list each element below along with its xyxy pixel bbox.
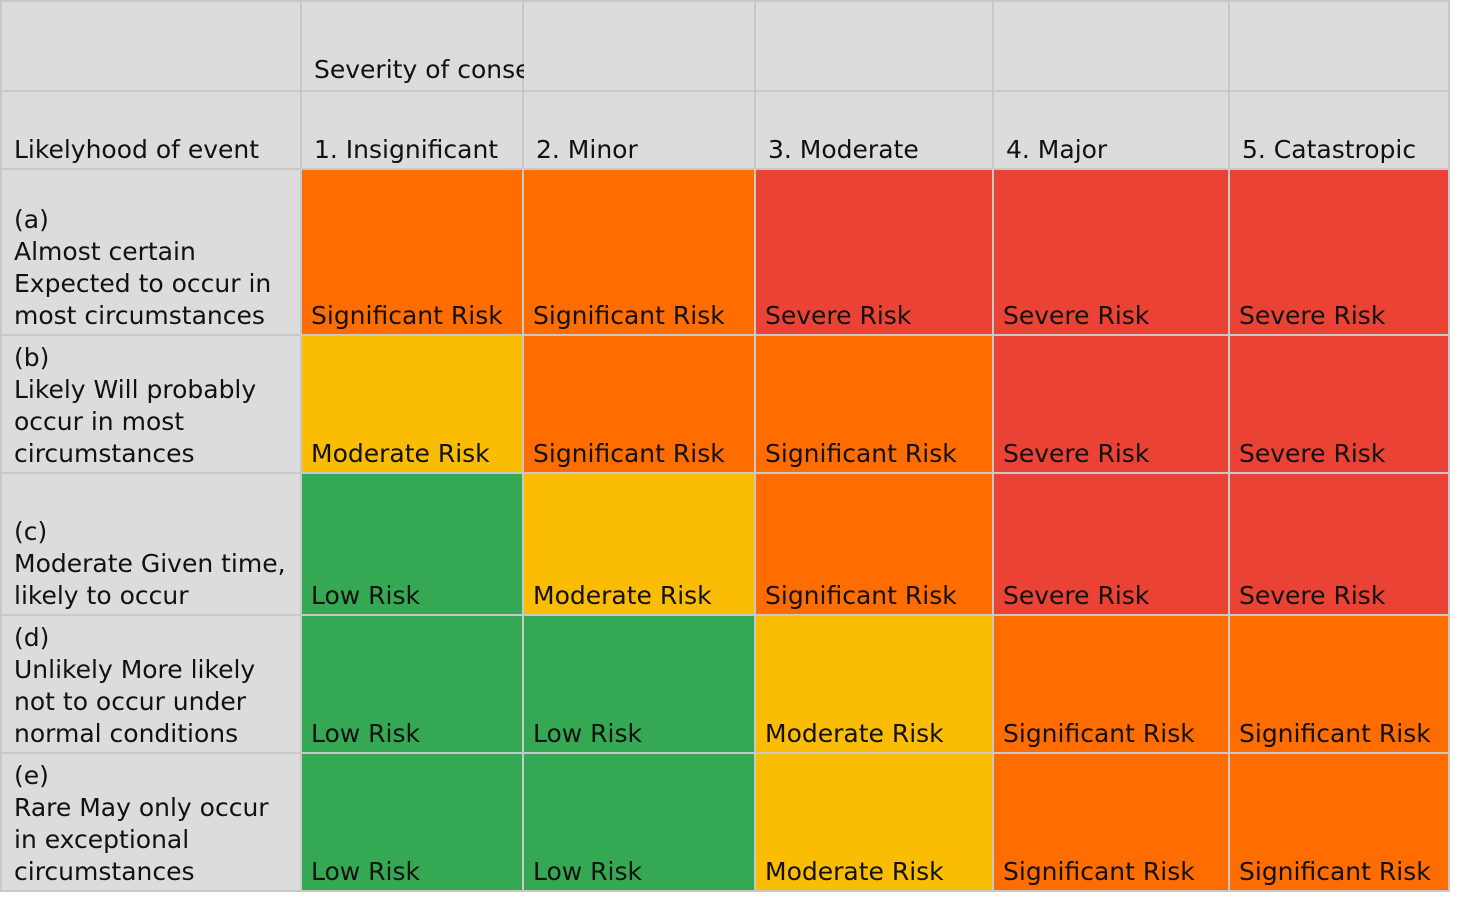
likelihood-label-line: (b) xyxy=(14,343,50,372)
severity-title: Severity of consequences xyxy=(314,55,636,84)
likelihood-row-header[interactable]: (c) Moderate Given time, likely to occur xyxy=(0,474,302,616)
severity-column-header-4[interactable]: 4. Major xyxy=(994,92,1230,170)
likelihood-header[interactable]: Likelyhood of event xyxy=(0,92,302,170)
risk-cell-low[interactable]: Low Risk xyxy=(302,616,524,754)
severity-column-header-3[interactable]: 3. Moderate xyxy=(756,92,994,170)
risk-cell-significant[interactable]: Significant Risk xyxy=(524,170,756,336)
likelihood-label-line: Moderate Given time, xyxy=(14,549,286,578)
likelihood-label-line: Likely Will probably xyxy=(14,375,257,404)
risk-cell-severe[interactable]: Severe Risk xyxy=(1230,170,1450,336)
likelihood-label-line: likely to occur xyxy=(14,581,189,610)
risk-cell-significant[interactable]: Significant Risk xyxy=(1230,754,1450,892)
risk-level-label: Moderate Risk xyxy=(765,719,944,748)
likelihood-label-line: Almost certain xyxy=(14,237,196,266)
risk-level-label: Moderate Risk xyxy=(533,581,712,610)
likelihood-label-line: (e) xyxy=(14,761,49,790)
risk-cell-severe[interactable]: Severe Risk xyxy=(994,170,1230,336)
likelihood-label-line: not to occur under xyxy=(14,687,247,716)
risk-cell-significant[interactable]: Significant Risk xyxy=(524,336,756,474)
likelihood-row-header[interactable]: (a) Almost certain Expected to occur in mos… xyxy=(0,170,302,336)
header-cell-r0-c3[interactable] xyxy=(756,0,994,92)
header-cell-r0-c2[interactable] xyxy=(524,0,756,92)
risk-level-label: Significant Risk xyxy=(533,301,725,330)
likelihood-title: Likelyhood of event xyxy=(14,135,260,164)
risk-cell-moderate[interactable]: Moderate Risk xyxy=(756,754,994,892)
likelihood-label-line: most circumstances xyxy=(14,301,265,330)
header-cell-r0-c1[interactable]: Severity of consequences xyxy=(302,0,636,92)
risk-cell-significant[interactable]: Significant Risk xyxy=(1230,616,1450,754)
risk-level-label: Low Risk xyxy=(533,857,642,886)
risk-level-label: Low Risk xyxy=(311,581,420,610)
risk-level-label: Significant Risk xyxy=(1003,719,1195,748)
severity-column-label: 5. Catastropic xyxy=(1242,135,1417,164)
likelihood-label-line: circumstances xyxy=(14,439,195,468)
severity-column-label: 1. Insignificant xyxy=(314,135,499,164)
likelihood-label-line: (a) xyxy=(14,205,49,234)
severity-column-label: 2. Minor xyxy=(536,135,638,164)
risk-level-label: Severe Risk xyxy=(1003,439,1150,468)
risk-level-label: Low Risk xyxy=(533,719,642,748)
likelihood-label-line: occur in most xyxy=(14,407,185,436)
severity-column-header-2[interactable]: 2. Minor xyxy=(524,92,756,170)
likelihood-label-line: (d) xyxy=(14,623,50,652)
risk-cell-low[interactable]: Low Risk xyxy=(524,616,756,754)
risk-cell-significant[interactable]: Significant Risk xyxy=(756,336,994,474)
header-cell-r0-c4[interactable] xyxy=(994,0,1230,92)
likelihood-row-header[interactable]: (e) Rare May only occur in exceptional circ… xyxy=(0,754,302,892)
risk-level-label: Significant Risk xyxy=(1003,857,1195,886)
header-cell-r0-c0[interactable] xyxy=(0,0,302,92)
risk-cell-severe[interactable]: Severe Risk xyxy=(994,474,1230,616)
risk-cell-severe[interactable]: Severe Risk xyxy=(1230,336,1450,474)
severity-column-label: 4. Major xyxy=(1006,135,1108,164)
risk-level-label: Severe Risk xyxy=(765,301,912,330)
risk-cell-low[interactable]: Low Risk xyxy=(302,474,524,616)
risk-level-label: Low Risk xyxy=(311,857,420,886)
risk-level-label: Significant Risk xyxy=(1239,719,1431,748)
likelihood-label-line: circumstances xyxy=(14,857,195,886)
risk-cell-severe[interactable]: Severe Risk xyxy=(756,170,994,336)
risk-cell-severe[interactable]: Severe Risk xyxy=(994,336,1230,474)
likelihood-label-line: Unlikely More likely xyxy=(14,655,256,684)
risk-level-label: Severe Risk xyxy=(1003,581,1150,610)
risk-cell-significant[interactable]: Significant Risk xyxy=(994,616,1230,754)
risk-cell-significant[interactable]: Significant Risk xyxy=(756,474,994,616)
severity-column-header-1[interactable]: 1. Insignificant xyxy=(302,92,524,170)
risk-cell-moderate[interactable]: Moderate Risk xyxy=(756,616,994,754)
likelihood-label-line: Expected to occur in xyxy=(14,269,272,298)
likelihood-label-line: in exceptional xyxy=(14,825,190,854)
risk-cell-significant[interactable]: Significant Risk xyxy=(994,754,1230,892)
risk-level-label: Significant Risk xyxy=(311,301,503,330)
risk-level-label: Significant Risk xyxy=(765,581,957,610)
severity-column-label: 3. Moderate xyxy=(768,135,919,164)
risk-level-label: Severe Risk xyxy=(1239,581,1386,610)
risk-cell-significant[interactable]: Significant Risk xyxy=(302,170,524,336)
severity-column-header-5[interactable]: 5. Catastropic xyxy=(1230,92,1450,170)
risk-cell-low[interactable]: Low Risk xyxy=(302,754,524,892)
likelihood-row-header[interactable]: (d) Unlikely More likely not to occur unde… xyxy=(0,616,302,754)
likelihood-label-line: normal conditions xyxy=(14,719,239,748)
likelihood-label-line: (c) xyxy=(14,517,48,546)
risk-level-label: Severe Risk xyxy=(1239,301,1386,330)
risk-cell-low[interactable]: Low Risk xyxy=(524,754,756,892)
risk-level-label: Moderate Risk xyxy=(311,439,490,468)
risk-cell-moderate[interactable]: Moderate Risk xyxy=(302,336,524,474)
risk-cell-severe[interactable]: Severe Risk xyxy=(1230,474,1450,616)
risk-level-label: Significant Risk xyxy=(533,439,725,468)
likelihood-row-header[interactable]: (b) Likely Will probably occur in most circ… xyxy=(0,336,302,474)
risk-level-label: Low Risk xyxy=(311,719,420,748)
header-cell-r0-c5[interactable] xyxy=(1230,0,1450,92)
risk-cell-moderate[interactable]: Moderate Risk xyxy=(524,474,756,616)
likelihood-label-line: Rare May only occur xyxy=(14,793,269,822)
risk-level-label: Significant Risk xyxy=(765,439,957,468)
risk-level-label: Severe Risk xyxy=(1003,301,1150,330)
risk-level-label: Severe Risk xyxy=(1239,439,1386,468)
risk-level-label: Moderate Risk xyxy=(765,857,944,886)
risk-level-label: Significant Risk xyxy=(1239,857,1431,886)
